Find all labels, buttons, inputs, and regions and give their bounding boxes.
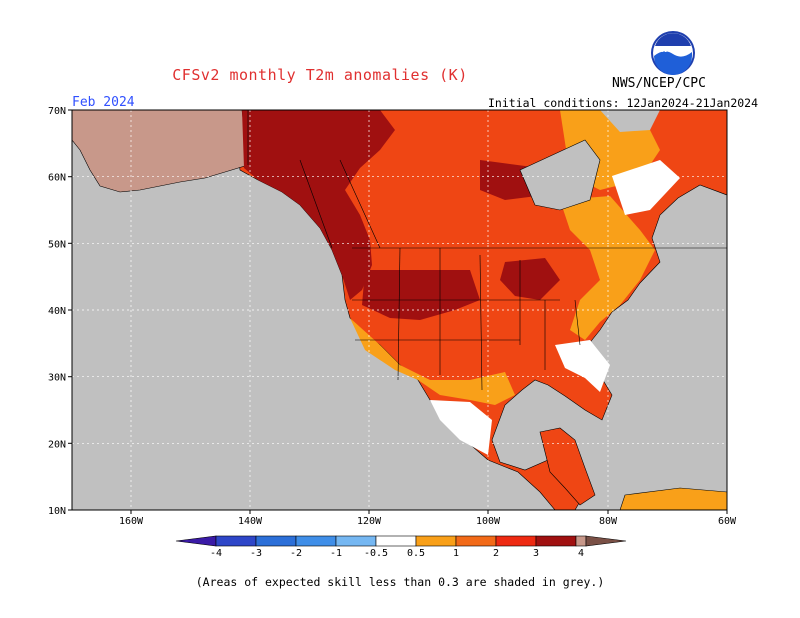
colorbar-swatch-below-4 — [175, 535, 217, 547]
colorbar-swatch-3 — [295, 535, 337, 547]
lat-axis: 70N 60N 50N 40N 30N 20N 10N — [48, 106, 72, 517]
lat-label-10: 10N — [48, 506, 66, 517]
cb-label-3: 3 — [533, 548, 539, 559]
east-coast-light — [560, 196, 655, 340]
colorbar-swatch-9 — [575, 535, 587, 547]
colorbar-swatch-7 — [495, 535, 537, 547]
lat-label-70: 70N — [48, 106, 66, 117]
skill-note: (Areas of expected skill less than 0.3 a… — [195, 575, 605, 589]
colorbar-labels: -4 -3 -2 -1 -0.5 0.5 1 2 3 4 — [210, 548, 584, 559]
colorbar-swatch-above-4 — [585, 535, 627, 547]
mexico-neutral — [430, 400, 492, 455]
colorbar-swatch-6 — [455, 535, 497, 547]
cb-label-05: 0.5 — [407, 548, 425, 559]
lon-label-160w: 160W — [119, 516, 144, 527]
colorbar-swatch-5 — [415, 535, 457, 547]
colorbar-swatch-8 — [535, 535, 577, 547]
lat-label-20: 20N — [48, 439, 66, 450]
cb-label-neg3: -3 — [250, 548, 262, 559]
lat-label-60: 60N — [48, 173, 66, 184]
forecast-month: Feb 2024 — [72, 95, 135, 110]
cb-label-neg4: -4 — [210, 548, 222, 559]
political-boundaries — [247, 110, 727, 391]
lon-label-100w: 100W — [476, 516, 501, 527]
lon-label-80w: 80W — [599, 516, 618, 527]
colorbar-swatch-neutral — [375, 535, 417, 547]
colorbar — [175, 535, 627, 547]
graticule — [72, 110, 727, 510]
lat-label-30: 30N — [48, 373, 66, 384]
initial-conditions: Initial conditions: 12Jan2024-21Jan2024 — [488, 96, 759, 110]
southern-border-light — [350, 318, 515, 405]
colorbar-swatch-2 — [255, 535, 297, 547]
central-america — [539, 427, 596, 506]
hudson-bay-grey — [519, 139, 601, 211]
labrador-neutral — [612, 160, 680, 215]
cb-label-4: 4 — [578, 548, 584, 559]
cb-label-1: 1 — [453, 548, 459, 559]
map-title: CFSv2 monthly T2m anomalies (K) — [172, 66, 468, 84]
colorbar-swatch-4 — [335, 535, 377, 547]
lon-label-140w: 140W — [238, 516, 263, 527]
colorbar-swatch-1 — [215, 535, 257, 547]
noaa-logo-text: NOAA — [661, 45, 685, 54]
great-lakes-warm — [500, 258, 560, 300]
cb-label-neg2: -2 — [290, 548, 302, 559]
lat-label-40: 40N — [48, 306, 66, 317]
agency-label: NWS/NCEP/CPC — [612, 76, 706, 91]
lon-label-60w: 60W — [718, 516, 737, 527]
lon-label-120w: 120W — [357, 516, 382, 527]
south-america-edge — [619, 487, 727, 510]
noaa-logo: NOAA — [651, 31, 695, 75]
arctic-grey — [600, 110, 660, 132]
northern-plains-warm — [362, 270, 480, 320]
western-canada-warm — [242, 110, 395, 300]
cb-label-neg1: -1 — [330, 548, 342, 559]
cb-label-2: 2 — [493, 548, 499, 559]
lon-axis: 160W 140W 120W 100W 80W 60W — [119, 510, 737, 527]
southeast-neutral — [555, 340, 610, 392]
lat-label-50: 50N — [48, 239, 66, 250]
cb-label-neg05: -0.5 — [364, 548, 388, 559]
